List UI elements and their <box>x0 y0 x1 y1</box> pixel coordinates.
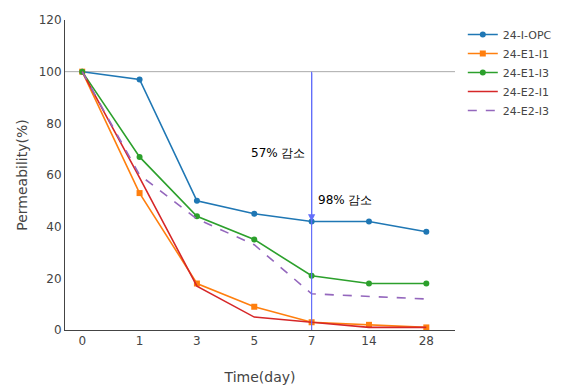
svg-text:Time(day): Time(day) <box>224 369 296 385</box>
svg-text:28: 28 <box>419 334 434 348</box>
svg-text:3: 3 <box>193 334 201 348</box>
svg-text:0: 0 <box>54 323 62 337</box>
svg-text:80: 80 <box>46 117 61 131</box>
svg-text:57% 감소: 57% 감소 <box>251 146 306 160</box>
svg-text:98% 감소: 98% 감소 <box>318 193 373 207</box>
svg-text:7: 7 <box>308 334 316 348</box>
svg-text:40: 40 <box>46 220 61 234</box>
svg-text:20: 20 <box>46 272 61 286</box>
svg-text:24-E2-I3: 24-E2-I3 <box>503 105 549 118</box>
svg-text:24-E1-I1: 24-E1-I1 <box>503 48 549 61</box>
svg-text:100: 100 <box>39 65 62 79</box>
svg-text:0: 0 <box>78 334 86 348</box>
svg-text:24-E2-I1: 24-E2-I1 <box>503 86 549 99</box>
svg-text:14: 14 <box>361 334 376 348</box>
svg-text:60: 60 <box>46 168 61 182</box>
svg-text:1: 1 <box>136 334 144 348</box>
svg-text:Permeability(%): Permeability(%) <box>14 119 30 230</box>
svg-text:24-E1-I3: 24-E1-I3 <box>503 67 549 80</box>
svg-text:120: 120 <box>39 13 62 27</box>
svg-text:24-I-OPC: 24-I-OPC <box>503 29 552 42</box>
svg-text:5: 5 <box>250 334 258 348</box>
